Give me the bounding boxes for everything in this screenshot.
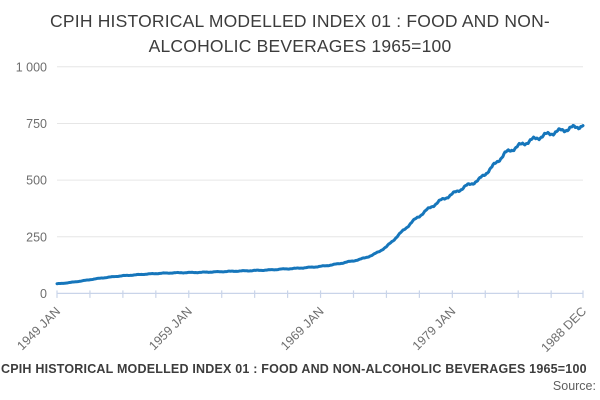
- chart-title-line2: ALCOHOLIC BEVERAGES 1965=100: [148, 36, 452, 56]
- y-tick-label: 500: [26, 174, 47, 188]
- y-tick-label: 750: [26, 117, 47, 131]
- chart-title-line1: CPIH HISTORICAL MODELLED INDEX 01 : FOOD…: [50, 11, 550, 31]
- x-tick-label: 1969 JAN: [278, 304, 327, 353]
- x-tick-label: 1979 JAN: [410, 304, 459, 353]
- chart-title: CPIH HISTORICAL MODELLED INDEX 01 : FOOD…: [0, 9, 600, 59]
- y-tick-label: 0: [40, 287, 47, 301]
- x-tick-label: 1949 JAN: [14, 304, 63, 353]
- x-tick-label: 1959 JAN: [146, 304, 195, 353]
- footer-chart-title: CPIH HISTORICAL MODELLED INDEX 01 : FOOD…: [1, 362, 587, 376]
- x-tick-label: 1988 DEC: [538, 304, 589, 355]
- series-line[interactable]: [55, 123, 585, 286]
- source-label: Source:: [552, 379, 596, 393]
- y-tick-label: 250: [26, 230, 47, 244]
- y-tick-label: 1 000: [16, 60, 47, 74]
